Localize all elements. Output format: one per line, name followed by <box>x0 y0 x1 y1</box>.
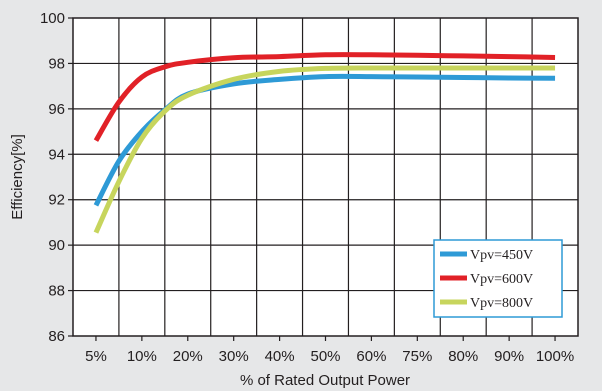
legend-label-3: Vpv=800V <box>470 296 533 311</box>
series-lines <box>93 52 556 234</box>
y-tick-label: 98 <box>48 55 65 72</box>
x-axis-title: % of Rated Output Power <box>240 372 410 389</box>
y-tick-label: 100 <box>40 10 65 27</box>
x-tick-label: 30% <box>219 348 249 365</box>
legend: Vpv=450V Vpv=600V Vpv=800V <box>433 239 563 318</box>
x-tick-label: 75% <box>402 348 432 365</box>
y-axis-title: Efficiency[%] <box>9 134 26 220</box>
x-tick-label: 5% <box>85 348 107 365</box>
y-tick-label: 92 <box>48 192 65 209</box>
x-tick-label: 50% <box>310 348 340 365</box>
axis-ticks: 86 88 90 92 94 96 98 100 5% 10% 20% 30% 40% 50% 60% 75%… <box>40 10 574 365</box>
x-tick-label: 40% <box>265 348 295 365</box>
legend-label-1: Vpv=450V <box>470 248 533 263</box>
y-tick-label: 88 <box>48 283 65 300</box>
y-tick-label: 90 <box>48 237 65 254</box>
x-tick-label: 10% <box>127 348 157 365</box>
series-line-1 <box>93 73 556 207</box>
legend-label-2: Vpv=600V <box>470 272 533 287</box>
x-tick-label: 100% <box>536 348 574 365</box>
x-tick-label: 80% <box>448 348 478 365</box>
series-line-3 <box>93 65 556 234</box>
x-tick-label: 90% <box>494 348 524 365</box>
x-tick-label: 20% <box>173 348 203 365</box>
y-tick-label: 96 <box>48 101 65 118</box>
y-tick-label: 94 <box>48 146 65 163</box>
series-line-2 <box>93 52 556 142</box>
x-tick-label: 60% <box>356 348 386 365</box>
y-tick-label: 86 <box>48 328 65 345</box>
